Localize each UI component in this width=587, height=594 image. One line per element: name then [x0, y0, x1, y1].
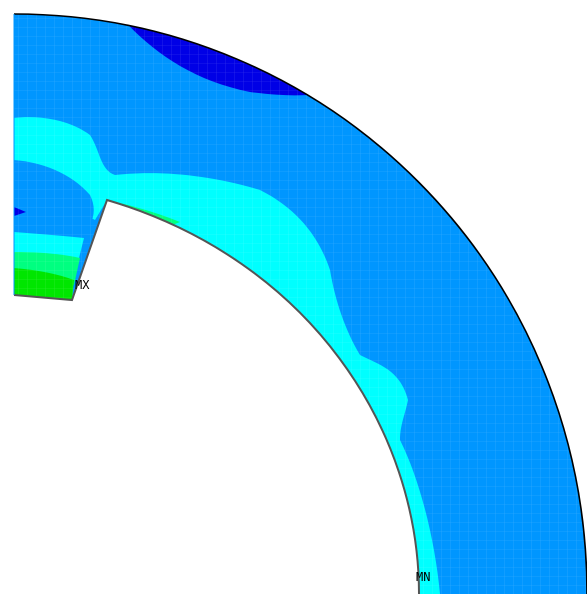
max-marker-label: MX: [75, 278, 90, 292]
min-marker-label: MN: [416, 570, 430, 584]
